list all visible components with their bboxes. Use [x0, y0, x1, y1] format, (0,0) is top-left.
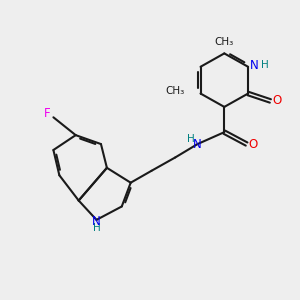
Text: F: F [44, 107, 50, 120]
Text: H: H [187, 134, 195, 144]
Text: CH₃: CH₃ [165, 86, 184, 96]
Text: H: H [93, 223, 101, 233]
Text: O: O [248, 138, 258, 151]
Text: O: O [272, 94, 281, 107]
Text: N: N [193, 138, 202, 151]
Text: N: N [250, 59, 259, 72]
Text: N: N [92, 215, 101, 228]
Text: H: H [261, 60, 268, 70]
Text: CH₃: CH₃ [215, 37, 234, 47]
